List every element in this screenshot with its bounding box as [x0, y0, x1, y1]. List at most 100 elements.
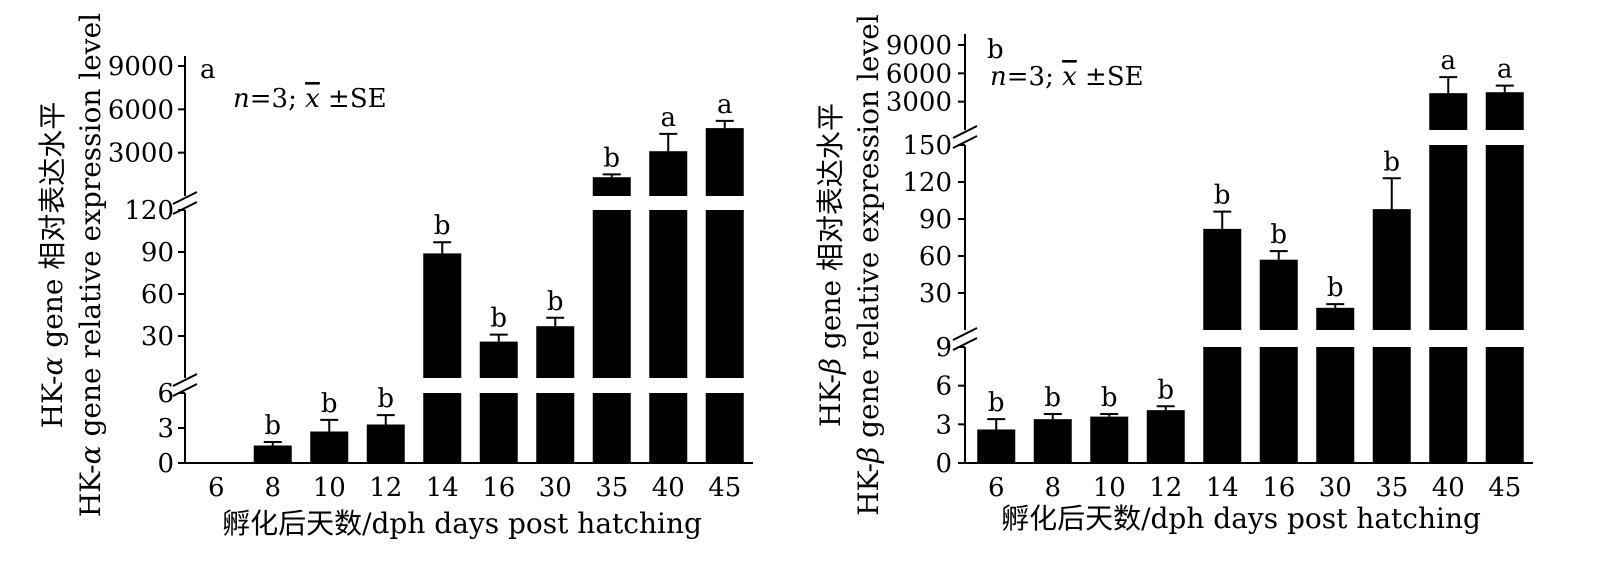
y-tick-label-3: 3: [157, 414, 174, 444]
y-tick-label-9: 9: [935, 333, 952, 363]
significance-label-30: b: [1327, 273, 1344, 303]
significance-label-14: b: [434, 211, 451, 241]
bar-35-part-0: [1372, 347, 1411, 463]
y-tick-label-0: 0: [157, 449, 174, 479]
bar-45-part-1: [1485, 145, 1524, 330]
x-tick-label-16: 16: [1262, 473, 1295, 503]
significance-label-35: b: [603, 143, 620, 173]
bar-16-part-0: [479, 393, 518, 463]
axis-break-slash-1-0: [952, 125, 978, 139]
bar-16-part-1: [1259, 259, 1298, 330]
x-tick-label-40: 40: [652, 473, 685, 503]
bar-30-part-1: [536, 326, 575, 378]
bar-12: [366, 424, 405, 463]
bar-40-part-1: [649, 210, 688, 378]
y-axis-title-en: HK-β gene relative expression level: [852, 14, 885, 516]
significance-label-10: b: [1101, 383, 1118, 413]
axis-break-slash-0-0: [172, 373, 198, 387]
bar-16-part-1: [479, 341, 518, 378]
axis-break-slash-0-1: [172, 383, 198, 397]
x-tick-label-35: 35: [1375, 473, 1408, 503]
y-tick-label-6000: 6000: [886, 59, 952, 89]
significance-label-40: a: [1440, 46, 1456, 76]
x-tick-label-12: 12: [1149, 473, 1182, 503]
bar-40-part-2: [649, 151, 688, 196]
axis-break-slash-1-1: [952, 135, 978, 149]
bar-40-part-1: [1429, 145, 1468, 330]
bar-35-part-2: [592, 177, 631, 196]
bar-12: [1146, 410, 1185, 463]
y-tick-label-6000: 6000: [108, 95, 174, 125]
axis-break-slash-1-1: [172, 201, 198, 215]
y-axis-title-en: HK-α gene relative expression level: [74, 13, 107, 517]
chart-panel-a: b b b b b b b a a 0 3 6 30 60 90 120 3000 6000 9000 6 8 10 12 1…: [36, 13, 762, 540]
bar-40-part-0: [1429, 347, 1468, 463]
y-tick-label-6: 6: [935, 372, 952, 402]
y-tick-label-30: 30: [919, 279, 952, 309]
y-tick-label-3: 3: [935, 410, 952, 440]
x-tick-label-10: 10: [1093, 473, 1126, 503]
significance-label-8: b: [1044, 383, 1061, 413]
x-tick-label-8: 8: [264, 473, 281, 503]
y-tick-label-3000: 3000: [886, 88, 952, 118]
x-tick-label-12: 12: [369, 473, 402, 503]
bar-16-part-0: [1259, 347, 1298, 463]
x-tick-label-45: 45: [1488, 473, 1521, 503]
bar-8: [1033, 419, 1072, 463]
bar-14-part-0: [1203, 347, 1242, 463]
axis-break-slash-0-0: [952, 327, 978, 341]
y-tick-label-30: 30: [141, 322, 174, 352]
x-tick-label-40: 40: [1432, 473, 1465, 503]
y-tick-label-60: 60: [919, 242, 952, 272]
significance-label-14: b: [1214, 181, 1231, 211]
bar-45-part-0: [1485, 347, 1524, 463]
significance-label-16: b: [490, 304, 507, 334]
y-tick-label-90: 90: [141, 238, 174, 268]
bar-35-part-1: [592, 210, 631, 378]
significance-label-12: b: [1157, 375, 1174, 405]
stats-note: n=3; x ±SE: [233, 84, 387, 114]
bar-10: [310, 431, 349, 463]
y-tick-label-9000: 9000: [886, 31, 952, 61]
bar-30-part-0: [536, 393, 575, 463]
significance-label-40: a: [660, 103, 676, 133]
significance-label-10: b: [321, 389, 338, 419]
x-tick-label-8: 8: [1044, 473, 1061, 503]
significance-label-30: b: [547, 287, 564, 317]
bar-14-part-0: [423, 393, 462, 463]
bar-45-part-0: [705, 393, 744, 463]
bar-10: [1090, 416, 1129, 463]
bar-35-part-1: [1372, 209, 1411, 330]
y-tick-label-90: 90: [919, 205, 952, 235]
bar-14-part-1: [423, 253, 462, 378]
y-axis-title-cn: HK-β gene 相对表达水平: [814, 103, 847, 427]
bar-6: [977, 429, 1016, 463]
axis-break-gap-1: [967, 130, 1542, 145]
x-tick-label-14: 14: [426, 473, 459, 503]
x-tick-label-6: 6: [208, 473, 225, 503]
axis-break-gap-0: [187, 378, 762, 393]
bar-30-part-1: [1316, 307, 1355, 330]
x-axis-title: 孵化后天数/dph days post hatching: [222, 507, 702, 540]
y-tick-label-9000: 9000: [108, 52, 174, 82]
bar-40-part-0: [649, 393, 688, 463]
bar-45-part-2: [1485, 92, 1524, 130]
y-tick-label-150: 150: [902, 131, 952, 161]
x-tick-label-14: 14: [1206, 473, 1239, 503]
bar-45-part-1: [705, 210, 744, 378]
x-tick-label-30: 30: [1319, 473, 1352, 503]
y-tick-label-60: 60: [141, 280, 174, 310]
significance-label-45: a: [1497, 55, 1513, 85]
x-tick-label-30: 30: [539, 473, 572, 503]
significance-label-16: b: [1270, 220, 1287, 250]
bar-45-part-2: [705, 128, 744, 196]
bar-30-part-0: [1316, 347, 1355, 463]
y-tick-label-120: 120: [902, 168, 952, 198]
y-tick-label-6: 6: [157, 379, 174, 409]
y-tick-label-3000: 3000: [108, 139, 174, 169]
panel-letter: a: [200, 55, 216, 85]
x-axis-title: 孵化后天数/dph days post hatching: [1001, 502, 1481, 535]
x-tick-label-45: 45: [708, 473, 741, 503]
